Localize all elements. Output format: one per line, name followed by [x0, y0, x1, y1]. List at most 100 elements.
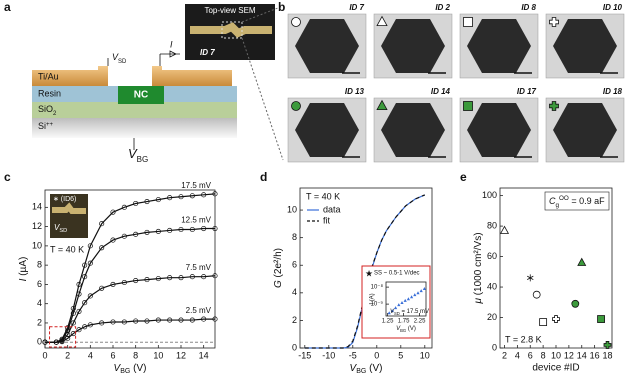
- data-point: [70, 310, 76, 316]
- data-point: [82, 274, 88, 280]
- data-point: [76, 308, 82, 314]
- x-tick-label: 12: [176, 350, 186, 360]
- y-tick-label: 10: [287, 204, 297, 214]
- data-point: [167, 195, 173, 201]
- data-point: [410, 295, 414, 299]
- data-point: [603, 341, 612, 349]
- image-id: ID 13: [345, 87, 365, 96]
- data-point: [133, 318, 139, 324]
- data-point: [82, 324, 88, 330]
- y-axis-label: I (µA): [18, 257, 29, 282]
- data-point: [416, 291, 420, 295]
- data-point: [390, 309, 394, 313]
- data-point: [110, 281, 116, 287]
- inset-vsd-part: SD: [394, 311, 400, 316]
- x-axis-label: device #ID: [532, 363, 579, 374]
- panel-label: e: [460, 170, 467, 184]
- data-point: [110, 319, 116, 325]
- x-axis-label-part: BG: [356, 368, 366, 375]
- data-point: [144, 318, 150, 324]
- substrate-label: Si++: [38, 121, 54, 131]
- image-id: ID 2: [435, 3, 450, 12]
- tile-symbol: [376, 99, 388, 110]
- image-id: ID 8: [521, 3, 536, 12]
- legend-label: fit: [323, 215, 331, 225]
- x-axis-label: VBG (V): [350, 363, 383, 376]
- series-label: 2.5 mV: [186, 306, 212, 315]
- x-tick-label: 2: [65, 350, 70, 360]
- data-point: [577, 257, 587, 266]
- data-point: [400, 300, 404, 304]
- oxide-layer: [32, 102, 237, 118]
- tile-symbol: [291, 101, 301, 111]
- nanocrystal-image: [553, 19, 617, 73]
- substrate-main: Si: [38, 121, 46, 131]
- y-tick-label: 10⁻⁹: [371, 301, 384, 308]
- series-line: [45, 193, 216, 343]
- x-axis-label: VBG (V): [114, 363, 147, 376]
- current-label: I: [170, 39, 173, 49]
- data-point: [99, 285, 105, 291]
- vbg-label: VBG: [128, 146, 148, 163]
- resin-label: Resin: [38, 88, 61, 98]
- data-point: [121, 279, 127, 286]
- data-point: [212, 191, 218, 197]
- data-point: [406, 297, 410, 301]
- data-point: [212, 225, 218, 232]
- series-line: [45, 227, 215, 343]
- y-tick-label: 100: [482, 190, 497, 200]
- inset-vsd-part: V: [390, 309, 395, 315]
- x-axis-label-part: V: [114, 363, 122, 374]
- tile-symbol: [463, 101, 473, 111]
- legend-label: data: [323, 204, 341, 214]
- left-contact: [32, 66, 108, 86]
- data-point: [70, 305, 76, 312]
- data-point: [178, 194, 184, 200]
- x-tick-label: 14: [199, 350, 209, 360]
- data-point: [212, 316, 218, 322]
- x-axis-label-part: BG: [120, 368, 130, 375]
- data-point: [87, 293, 93, 299]
- image-id: ID 17: [517, 87, 537, 96]
- data-point: [597, 315, 605, 323]
- y-axis-label-part: μ: [473, 298, 484, 305]
- nanocrystal-image: [553, 103, 617, 157]
- y-tick-label: 20: [487, 312, 497, 322]
- series-label: 12.5 mV: [181, 216, 211, 225]
- x-axis-label-part: (V): [406, 326, 416, 332]
- data-point: [155, 197, 161, 203]
- data-point: [167, 227, 173, 234]
- data-point: [527, 274, 534, 282]
- x-tick-label: 2: [502, 350, 507, 360]
- x-tick-label: 4: [515, 350, 520, 360]
- data-point: [178, 226, 184, 233]
- inset-contacts: [52, 202, 86, 214]
- y-tick-label: 2: [292, 315, 297, 325]
- capacitance-label-part: C: [549, 196, 556, 206]
- x-tick-label: 10: [551, 350, 561, 360]
- series-line: [304, 194, 426, 349]
- nanocrystal-image: [381, 103, 445, 157]
- sem-zoom-box: [221, 21, 243, 39]
- vsd-main: V: [112, 52, 119, 62]
- data-point: [189, 226, 195, 233]
- data-point: [99, 320, 105, 326]
- vsd-label: VSD: [112, 52, 127, 64]
- inset-vsd-part: V: [54, 223, 60, 232]
- vbg-sub: BG: [137, 155, 149, 164]
- data-point: [387, 311, 391, 315]
- inset-annotation: SS ~ 0.5-1 V/dec: [374, 271, 420, 277]
- series-label: 7.5 mV: [186, 263, 212, 272]
- data-point: [121, 233, 127, 239]
- x-tick-label: -10: [322, 350, 335, 360]
- inset-vsd-part: SD: [59, 228, 67, 234]
- capacitance-label-part: g: [556, 202, 560, 209]
- x-tick-label: 1.25: [382, 319, 394, 325]
- y-tick-label: 80: [487, 220, 497, 230]
- annotation-box: [544, 191, 610, 211]
- x-axis-label-part: (V): [366, 363, 382, 374]
- x-tick-label: 1.75: [398, 319, 410, 325]
- x-tick-label: -5: [349, 350, 357, 360]
- data-point: [133, 200, 139, 207]
- capacitance-label: CgOO = 0.9 aF: [549, 195, 605, 209]
